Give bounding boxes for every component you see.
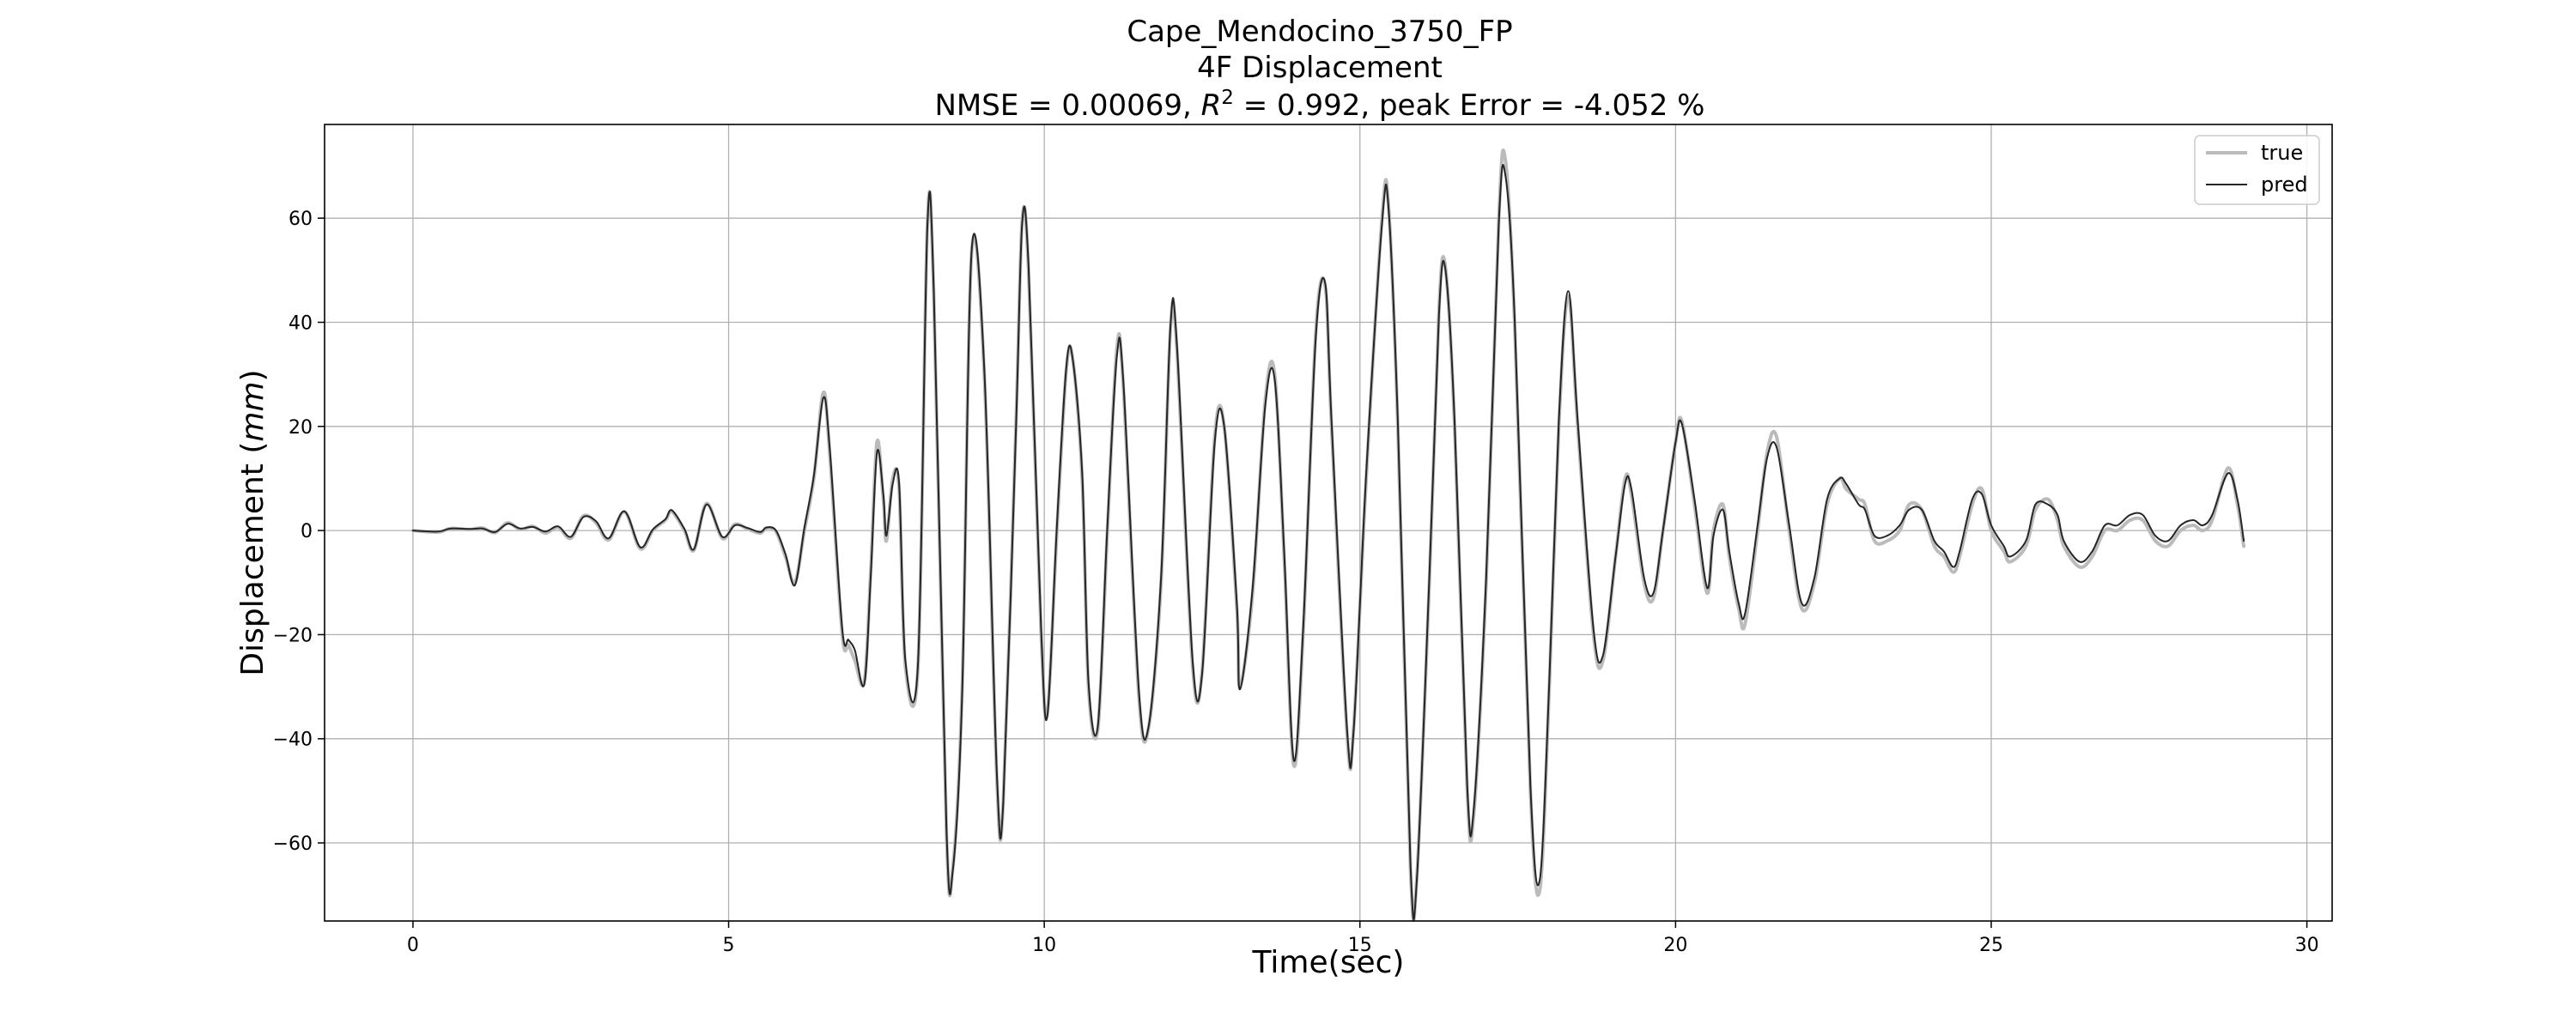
chart-metrics: NMSE = 0.00069, R2 = 0.992, peak Error =… — [934, 87, 1704, 123]
tick-layer: 0 5 10 15 20 25 30 −60 −40 −20 0 20 40 60 — [273, 209, 2319, 956]
x-tick-label: 10 — [1032, 935, 1056, 956]
y-tick-label: 20 — [289, 417, 313, 439]
y-tick-label: 0 — [301, 521, 313, 542]
chart-title: Cape_Mendocino_3750_FP — [1127, 15, 1512, 49]
x-tick-label: 15 — [1348, 935, 1372, 956]
x-tick-label: 25 — [1979, 935, 2003, 956]
series-layer — [410, 148, 2246, 923]
x-axis-label: Time(sec) — [1252, 945, 1405, 980]
metrics-r2-value: = 0.992, peak Error = -4.052 % — [1234, 88, 1705, 123]
chart-subtitle: 4F Displacement — [1197, 51, 1443, 85]
y-tick-label: 40 — [289, 312, 313, 334]
y-tick-label: 60 — [289, 209, 313, 230]
y-axis-label-unit: mm — [235, 381, 270, 441]
y-axis-label-prefix: Displacement ( — [235, 442, 270, 676]
y-tick-label: −20 — [273, 625, 313, 646]
x-tick-label: 20 — [1663, 935, 1687, 956]
metrics-nmse: NMSE = 0.00069, — [934, 88, 1200, 123]
y-axis-label: Displacement (mm) — [235, 369, 270, 676]
legend-label-pred: pred — [2261, 173, 2308, 197]
series-line-pred — [411, 164, 2245, 921]
metrics-r2-exponent: 2 — [1221, 87, 1234, 109]
metrics-r2-symbol: R — [1201, 88, 1222, 123]
plot-frame — [324, 124, 2333, 922]
x-tick-label: 5 — [723, 935, 735, 956]
y-tick-label: −40 — [273, 730, 313, 751]
x-tick-label: 30 — [2295, 935, 2319, 956]
y-axis-label-suffix: ) — [235, 369, 270, 381]
legend-label-true: true — [2261, 141, 2303, 165]
y-tick-label: −60 — [273, 833, 313, 855]
legend: true pred — [2194, 135, 2320, 205]
x-tick-label: 0 — [407, 935, 419, 956]
